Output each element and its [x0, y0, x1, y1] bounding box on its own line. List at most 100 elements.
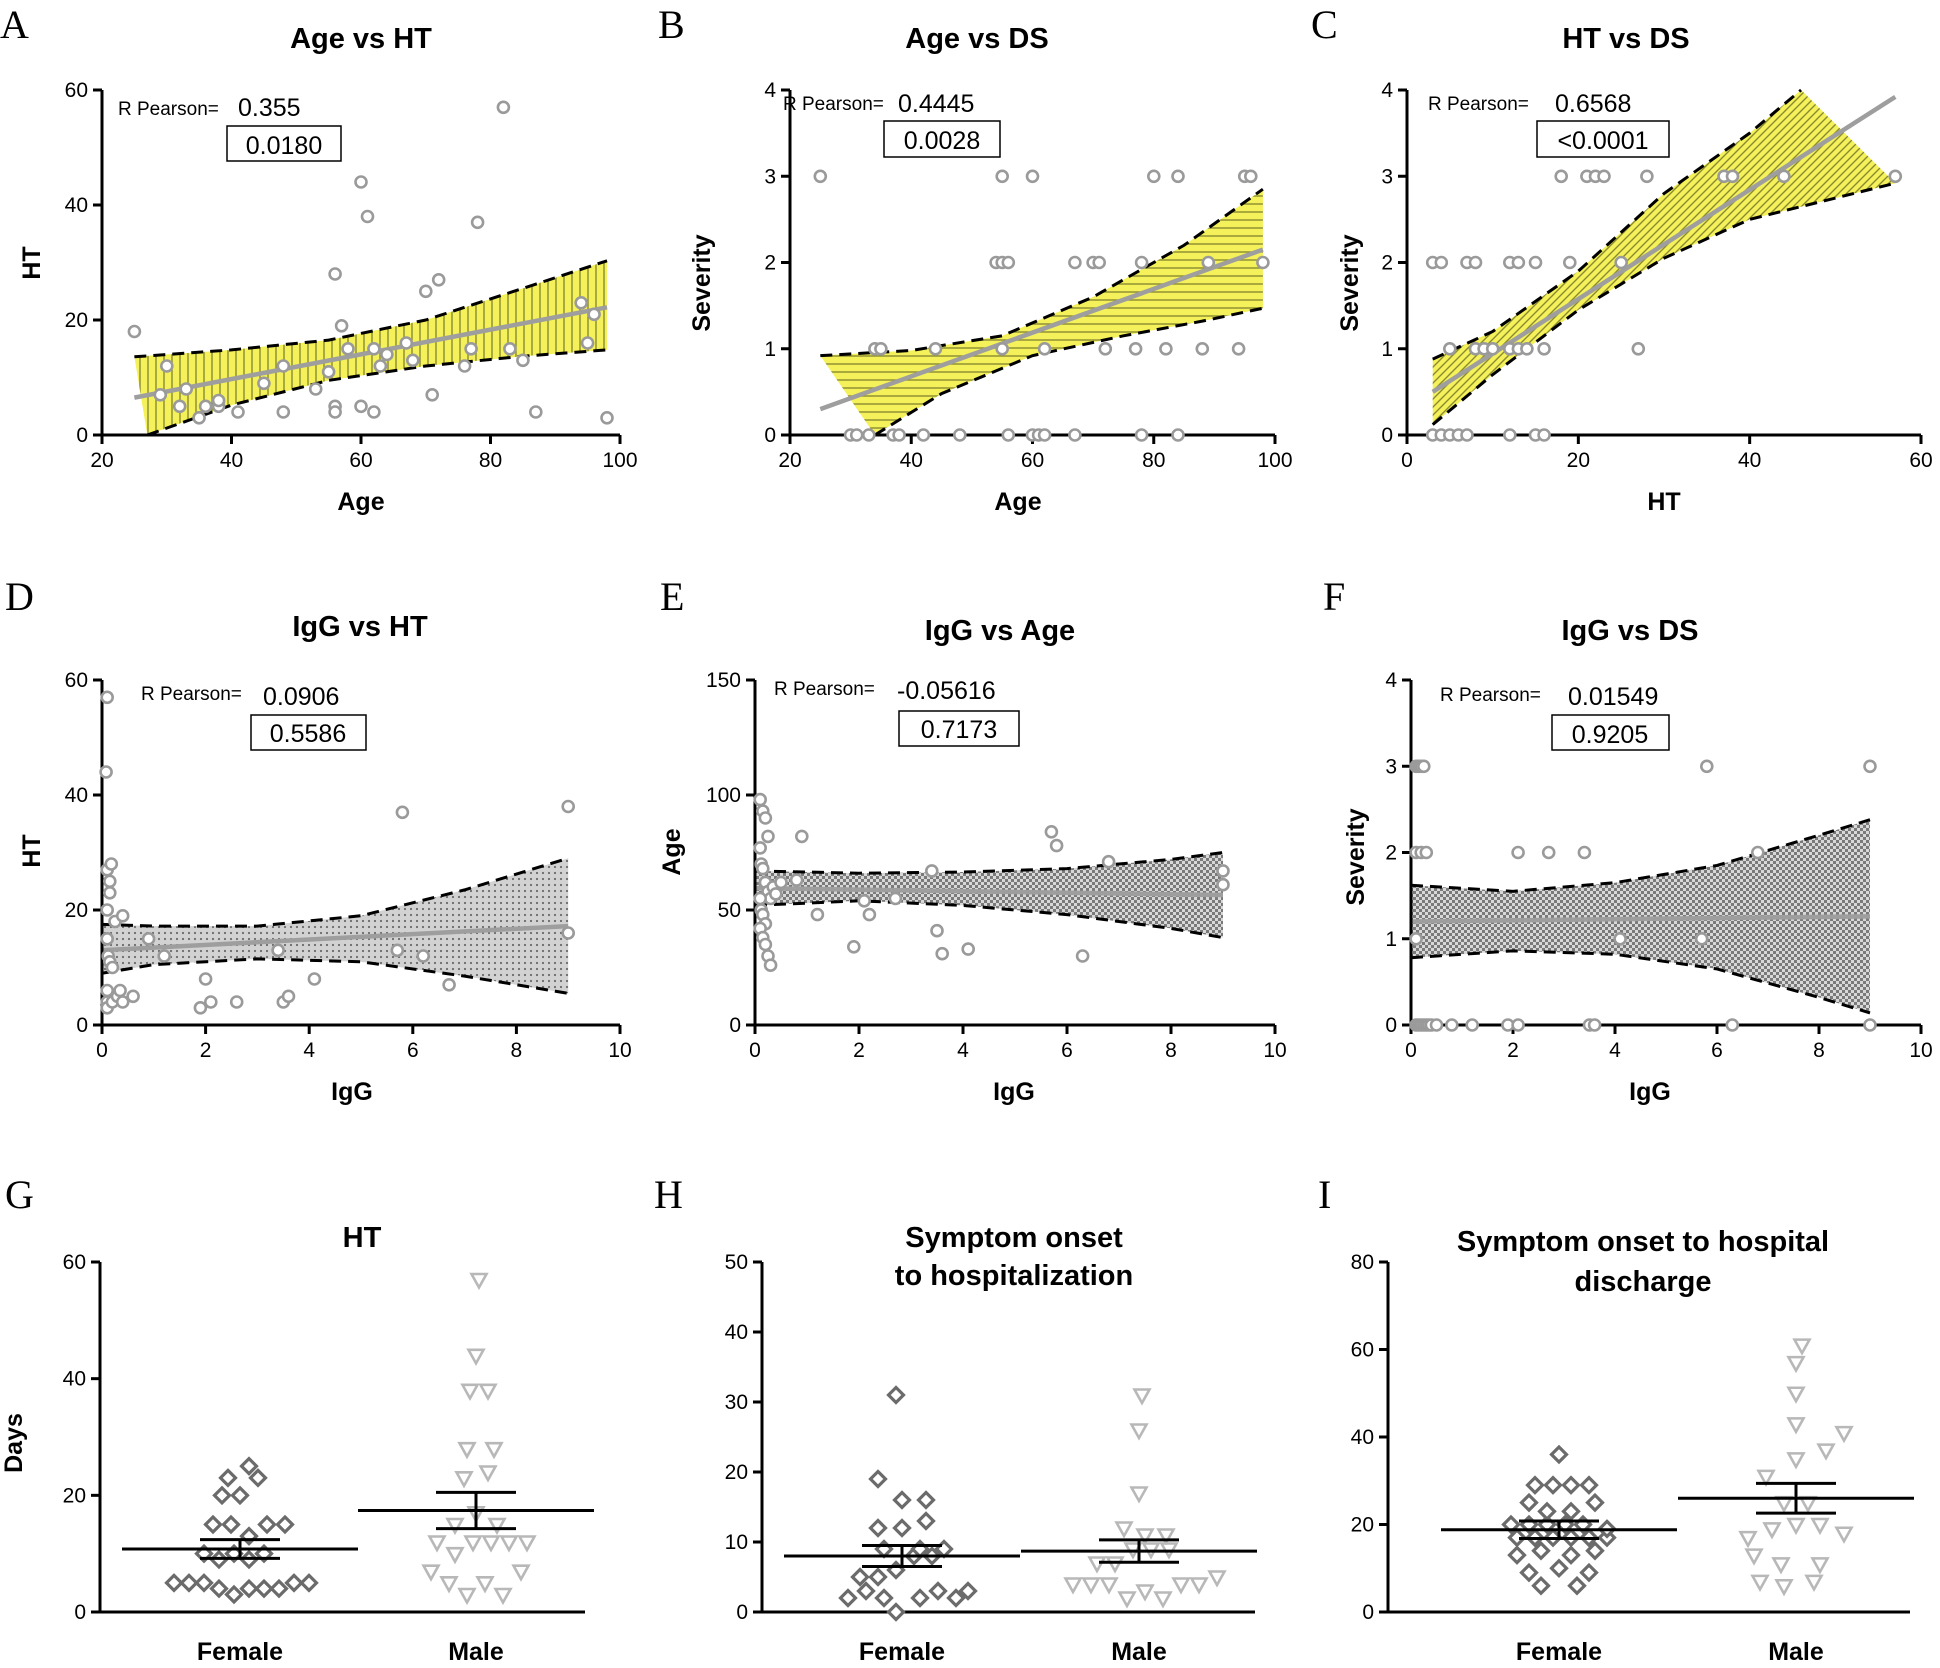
- data-point-A: [211, 393, 226, 408]
- ci-upper-line-F: [1410, 818, 1871, 893]
- data-point-G-male: [478, 1383, 498, 1402]
- data-point-D: [99, 765, 113, 779]
- title-C: HT vs DS: [1562, 23, 1689, 55]
- data-point-A: [192, 410, 206, 425]
- data-point-H-female: [856, 1581, 876, 1601]
- x-tick-label-D: 4: [303, 1039, 315, 1062]
- title-E: IgG vs Age: [925, 615, 1075, 647]
- data-point-A: [360, 209, 375, 224]
- data-point-C: [1520, 341, 1534, 356]
- data-point-G-female: [284, 1573, 304, 1593]
- data-point-B: [995, 341, 1010, 356]
- data-point-I-male: [1786, 1517, 1806, 1536]
- data-point-A: [276, 359, 291, 373]
- data-point-E: [758, 811, 773, 825]
- data-point-E: [763, 958, 778, 973]
- regression-line-B: [819, 247, 1264, 412]
- data-point-E: [1049, 838, 1064, 853]
- y-tick-label-B: 4: [764, 79, 776, 102]
- data-point-A: [464, 341, 478, 356]
- data-point-C: [1537, 341, 1551, 356]
- data-point-B: [1092, 255, 1106, 270]
- data-point-G-female: [194, 1573, 214, 1593]
- data-point-A: [153, 387, 168, 402]
- data-point-B: [928, 341, 943, 356]
- y-tick-label-C: 4: [1381, 79, 1393, 102]
- ci-upper-line-B: [820, 187, 1264, 358]
- data-point-H-male: [1099, 1577, 1119, 1595]
- data-point-H-male: [1087, 1556, 1107, 1574]
- data-point-G-male: [469, 1272, 489, 1291]
- data-point-A: [198, 399, 213, 414]
- data-point-H-male: [1189, 1577, 1209, 1595]
- data-point-C: [1597, 169, 1611, 184]
- data-point-C: [1503, 428, 1517, 442]
- data-point-A: [160, 359, 174, 373]
- data-point-D: [561, 926, 576, 940]
- data-point-I-male: [1786, 1355, 1806, 1374]
- x-tick-label-F: 8: [1813, 1039, 1825, 1062]
- data-point-I-male: [1786, 1417, 1806, 1435]
- xlabel-B: Age: [994, 488, 1041, 516]
- y-tick-label-C: 0: [1381, 424, 1393, 447]
- data-point-D: [157, 949, 171, 963]
- x-tick-label-B: 100: [1257, 449, 1292, 472]
- data-point-E: [753, 841, 768, 855]
- title-H-line2: to hospitalization: [895, 1260, 1133, 1292]
- data-point-E: [961, 942, 976, 956]
- data-point-H-male: [1114, 1521, 1134, 1539]
- data-point-H-male: [1153, 1591, 1173, 1609]
- data-point-A: [373, 359, 388, 373]
- data-point-H-male: [1171, 1577, 1191, 1595]
- data-point-C: [1485, 341, 1500, 356]
- y-tick-label-I: 60: [1351, 1339, 1374, 1362]
- ci-lower-line-A: [146, 348, 608, 437]
- data-point-I-female: [1561, 1545, 1581, 1565]
- y-tick-label-H: 40: [725, 1321, 748, 1344]
- data-point-I-male: [1786, 1386, 1806, 1404]
- data-point-A: [328, 405, 342, 419]
- data-point-I-female: [1507, 1527, 1527, 1548]
- data-point-I-male: [1744, 1548, 1764, 1566]
- panel-H: H Symptom onset to hospitalization 0 10 20…: [654, 1172, 1257, 1666]
- data-point-I-male: [1762, 1522, 1782, 1540]
- x-tick-label-B: 60: [1021, 449, 1044, 472]
- x-tick-label-C: 20: [1567, 449, 1590, 472]
- y-tick-label-A: 40: [65, 194, 88, 217]
- data-point-H-female: [850, 1567, 870, 1587]
- data-point-A: [179, 382, 193, 396]
- x-tick-label-E: 4: [957, 1039, 969, 1062]
- data-point-F: [1751, 845, 1765, 860]
- x-tick-label-E: 2: [853, 1039, 865, 1062]
- data-point-A: [127, 324, 142, 339]
- data-point-C: [1640, 169, 1654, 184]
- data-point-H-female: [958, 1581, 978, 1601]
- data-point-A: [528, 405, 543, 419]
- p-value-box-C: [1536, 120, 1670, 158]
- data-point-B: [1201, 255, 1216, 270]
- title-B: Age vs DS: [905, 23, 1048, 55]
- x-tick-label-D: 2: [200, 1039, 212, 1062]
- data-point-G-female: [221, 1514, 241, 1535]
- data-point-E: [789, 873, 804, 887]
- y-tick-label-C: 2: [1381, 252, 1393, 275]
- p-value-box-B: [883, 120, 1001, 158]
- data-point-I-female: [1525, 1475, 1545, 1495]
- category-label-I-female: Female: [1516, 1638, 1602, 1666]
- data-point-B: [1134, 428, 1149, 442]
- data-point-I-male: [1816, 1443, 1836, 1461]
- y-tick-label-F: 1: [1385, 928, 1397, 951]
- y-tick-label-F: 4: [1385, 669, 1397, 692]
- data-point-F: [1419, 845, 1434, 860]
- data-point-F: [1613, 931, 1627, 946]
- data-point-I-male: [1771, 1557, 1791, 1575]
- x-tick-label-B: 20: [778, 449, 801, 472]
- panel-label-G: G: [5, 1172, 34, 1217]
- data-point-G-male: [511, 1564, 531, 1582]
- data-point-A: [431, 272, 446, 287]
- data-point-B: [1171, 428, 1185, 442]
- data-point-A: [587, 307, 601, 322]
- data-point-E: [1216, 877, 1230, 892]
- y-tick-label-E: 150: [706, 669, 741, 692]
- data-point-G-male: [427, 1535, 447, 1553]
